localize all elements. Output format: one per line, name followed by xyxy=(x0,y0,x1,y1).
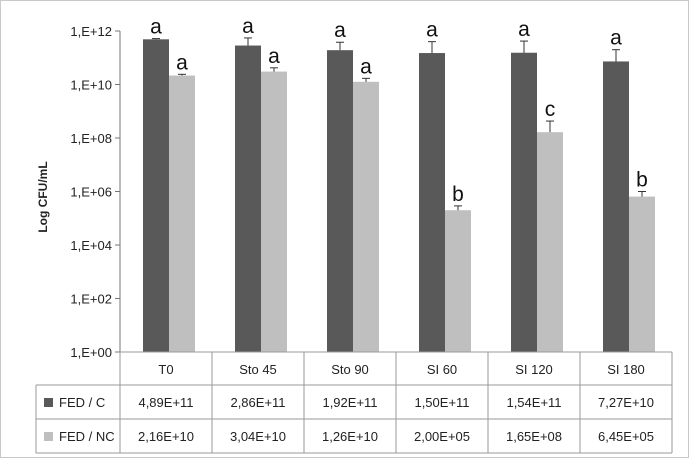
significance-letter: a xyxy=(426,19,438,42)
data-label: 2,16E+10 xyxy=(138,429,194,444)
y-tick-label: 1,E+06 xyxy=(70,185,112,200)
significance-letter: a xyxy=(610,27,622,50)
data-label: 1,65E+08 xyxy=(506,429,562,444)
significance-letter: a xyxy=(242,15,254,38)
x-tick-label: Sto 45 xyxy=(239,362,277,377)
y-axis-title: Log CFU/mL xyxy=(36,161,50,232)
plot-area: 1,E+00 1,E+02 1,E+04 1,E+06 1,E+08 1,E+10 1,E+… xyxy=(70,15,655,360)
data-label: 7,27E+10 xyxy=(598,395,654,410)
data-label: 6,45E+05 xyxy=(598,429,654,444)
legend-swatch xyxy=(44,432,53,441)
x-tick-label: T0 xyxy=(158,362,173,377)
y-tick-label: 1,E+10 xyxy=(70,78,112,93)
data-label: 1,50E+11 xyxy=(414,395,469,410)
legend-swatch xyxy=(44,398,53,407)
bar xyxy=(629,196,655,352)
legend-label: FED / C xyxy=(59,395,105,410)
y-tick-label: 1,E+00 xyxy=(70,345,112,360)
bar xyxy=(511,52,537,352)
x-tick-label: SI 60 xyxy=(427,362,457,377)
data-label: 1,54E+11 xyxy=(506,395,561,410)
data-label: 2,86E+11 xyxy=(230,395,285,410)
x-tick-label: Sto 90 xyxy=(331,362,369,377)
y-tick-label: 1,E+02 xyxy=(70,292,112,307)
significance-letter: a xyxy=(334,19,346,42)
significance-letter: a xyxy=(360,55,372,78)
bar xyxy=(445,210,471,352)
data-table: T0 Sto 45 Sto 90 SI 60 SI 120 SI 180 FED / C 4,… xyxy=(35,351,673,454)
significance-letter: c xyxy=(545,98,556,121)
y-tick-label: 1,E+12 xyxy=(70,24,112,39)
x-tick-label: SI 120 xyxy=(515,362,553,377)
data-label: 1,26E+10 xyxy=(322,429,378,444)
data-label: 3,04E+10 xyxy=(230,429,286,444)
data-label: 4,89E+11 xyxy=(138,395,193,410)
significance-letter: a xyxy=(268,45,280,68)
significance-letter: a xyxy=(518,18,530,41)
bar xyxy=(327,50,353,352)
significance-letter: b xyxy=(452,183,464,206)
bar xyxy=(419,53,445,353)
x-tick-label: SI 180 xyxy=(607,362,645,377)
data-label: 2,00E+05 xyxy=(414,429,470,444)
bar xyxy=(603,61,629,353)
bar xyxy=(235,45,261,353)
y-axis-title-group: Log CFU/mL xyxy=(36,161,50,232)
data-label: 1,92E+11 xyxy=(322,395,377,410)
bar xyxy=(143,39,169,353)
significance-letter: b xyxy=(636,169,648,192)
y-tick-label: 1,E+04 xyxy=(70,238,112,253)
bar xyxy=(169,75,195,353)
y-tick-label: 1,E+08 xyxy=(70,131,112,146)
bar xyxy=(537,132,563,352)
significance-letter: a xyxy=(150,16,162,39)
bar xyxy=(353,81,379,352)
legend-label: FED / NC xyxy=(59,429,115,444)
bar xyxy=(261,71,287,352)
significance-letter: a xyxy=(176,51,188,74)
